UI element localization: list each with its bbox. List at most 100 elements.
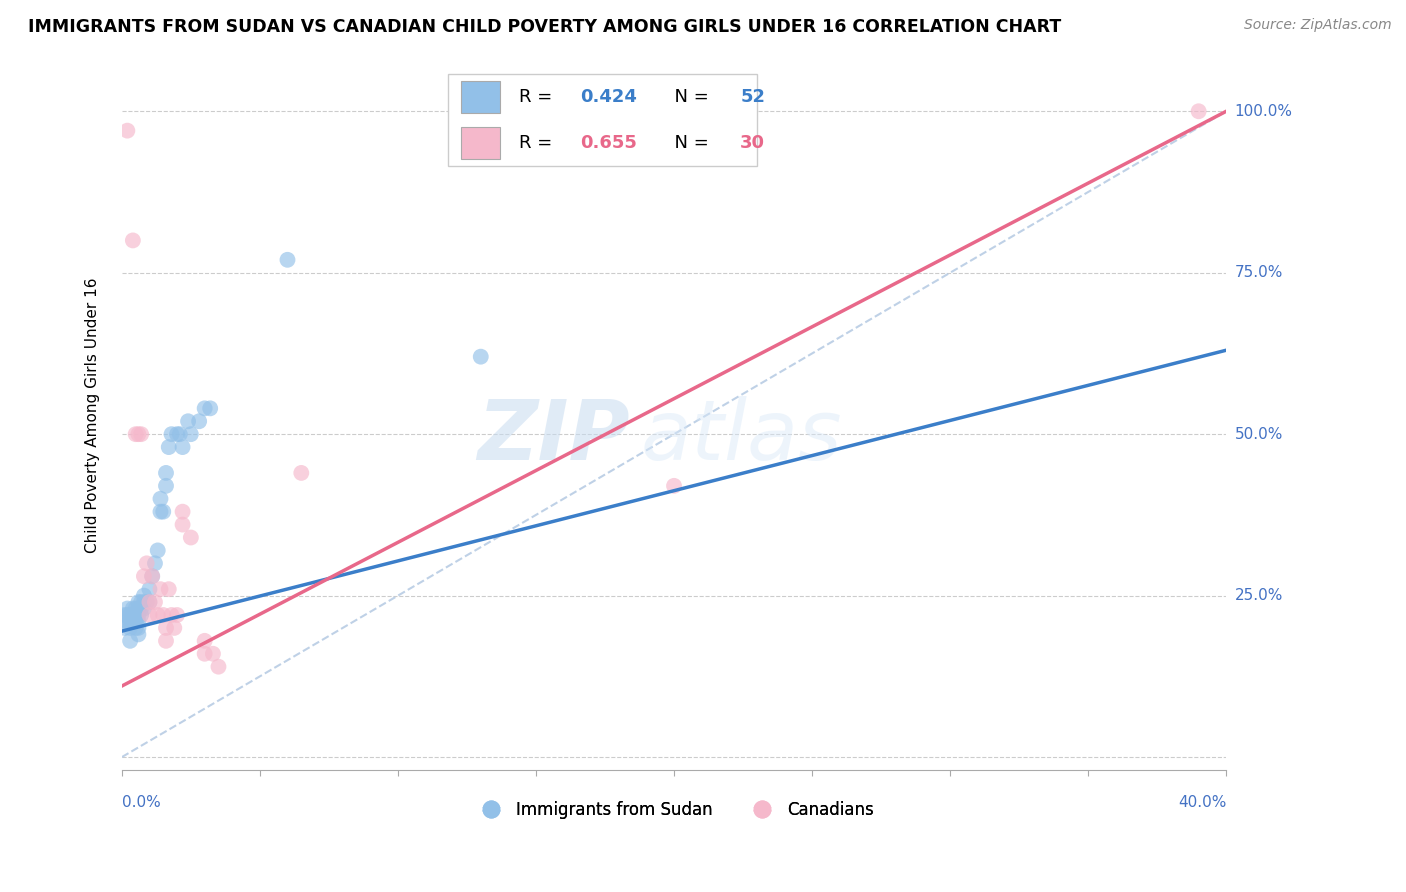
- Point: [138, 595, 160, 609]
- Point: [132, 589, 155, 603]
- Point: [149, 491, 172, 506]
- Text: 52: 52: [741, 88, 765, 106]
- Point: [127, 601, 149, 615]
- Point: [141, 569, 163, 583]
- Point: [146, 543, 169, 558]
- Point: [149, 505, 172, 519]
- Text: 30: 30: [741, 134, 765, 152]
- Point: [138, 582, 160, 597]
- Text: 100.0%: 100.0%: [1234, 103, 1292, 119]
- Text: N =: N =: [664, 88, 714, 106]
- Legend: Immigrants from Sudan, Canadians: Immigrants from Sudan, Canadians: [467, 794, 880, 826]
- Point: [124, 427, 146, 442]
- Point: [143, 595, 166, 609]
- Point: [160, 607, 183, 622]
- Point: [127, 627, 149, 641]
- Point: [120, 615, 142, 629]
- Point: [662, 479, 685, 493]
- Text: atlas: atlas: [641, 396, 842, 476]
- Point: [276, 252, 298, 267]
- Point: [143, 557, 166, 571]
- Point: [129, 595, 152, 609]
- Point: [124, 621, 146, 635]
- Point: [117, 123, 139, 137]
- Point: [124, 607, 146, 622]
- FancyBboxPatch shape: [447, 74, 756, 166]
- Point: [207, 659, 229, 673]
- Point: [138, 595, 160, 609]
- Point: [470, 350, 492, 364]
- Point: [132, 595, 155, 609]
- Point: [117, 615, 139, 629]
- Point: [127, 595, 149, 609]
- Point: [155, 621, 177, 635]
- Point: [157, 582, 180, 597]
- Point: [169, 427, 191, 442]
- Point: [157, 440, 180, 454]
- Point: [166, 607, 188, 622]
- Text: ZIP: ZIP: [477, 396, 630, 476]
- Point: [194, 647, 217, 661]
- Point: [194, 633, 217, 648]
- Text: 40.0%: 40.0%: [1178, 795, 1226, 810]
- Point: [127, 427, 149, 442]
- Text: N =: N =: [664, 134, 714, 152]
- Point: [155, 466, 177, 480]
- Point: [129, 427, 152, 442]
- Point: [122, 607, 145, 622]
- Point: [127, 615, 149, 629]
- Point: [120, 621, 142, 635]
- Point: [155, 633, 177, 648]
- Point: [180, 427, 202, 442]
- FancyBboxPatch shape: [461, 81, 499, 113]
- Text: 50.0%: 50.0%: [1234, 426, 1282, 442]
- Text: Source: ZipAtlas.com: Source: ZipAtlas.com: [1244, 18, 1392, 32]
- Point: [163, 621, 186, 635]
- Point: [172, 517, 194, 532]
- Point: [201, 647, 224, 661]
- Text: R =: R =: [519, 88, 558, 106]
- Point: [177, 414, 200, 428]
- Point: [129, 607, 152, 622]
- FancyBboxPatch shape: [461, 127, 499, 159]
- Text: 75.0%: 75.0%: [1234, 265, 1282, 280]
- Point: [122, 615, 145, 629]
- Point: [117, 607, 139, 622]
- Point: [160, 427, 183, 442]
- Text: 25.0%: 25.0%: [1234, 588, 1282, 603]
- Point: [135, 557, 157, 571]
- Point: [146, 607, 169, 622]
- Point: [172, 440, 194, 454]
- Point: [194, 401, 217, 416]
- Point: [141, 569, 163, 583]
- Text: 0.655: 0.655: [581, 134, 637, 152]
- Point: [198, 401, 221, 416]
- Point: [1188, 104, 1211, 119]
- Point: [149, 582, 172, 597]
- Point: [172, 505, 194, 519]
- Point: [152, 607, 174, 622]
- Y-axis label: Child Poverty Among Girls Under 16: Child Poverty Among Girls Under 16: [86, 277, 100, 552]
- Point: [122, 234, 145, 248]
- Point: [127, 621, 149, 635]
- Point: [117, 601, 139, 615]
- Point: [155, 479, 177, 493]
- Point: [135, 595, 157, 609]
- Point: [290, 466, 312, 480]
- Point: [129, 601, 152, 615]
- Text: IMMIGRANTS FROM SUDAN VS CANADIAN CHILD POVERTY AMONG GIRLS UNDER 16 CORRELATION: IMMIGRANTS FROM SUDAN VS CANADIAN CHILD …: [28, 18, 1062, 36]
- Point: [122, 601, 145, 615]
- Point: [188, 414, 211, 428]
- Point: [180, 531, 202, 545]
- Point: [114, 621, 136, 635]
- Point: [138, 607, 160, 622]
- Point: [127, 607, 149, 622]
- Point: [124, 607, 146, 622]
- Point: [124, 615, 146, 629]
- Point: [152, 505, 174, 519]
- Point: [132, 601, 155, 615]
- Point: [132, 569, 155, 583]
- Text: 0.424: 0.424: [581, 88, 637, 106]
- Point: [120, 633, 142, 648]
- Point: [124, 601, 146, 615]
